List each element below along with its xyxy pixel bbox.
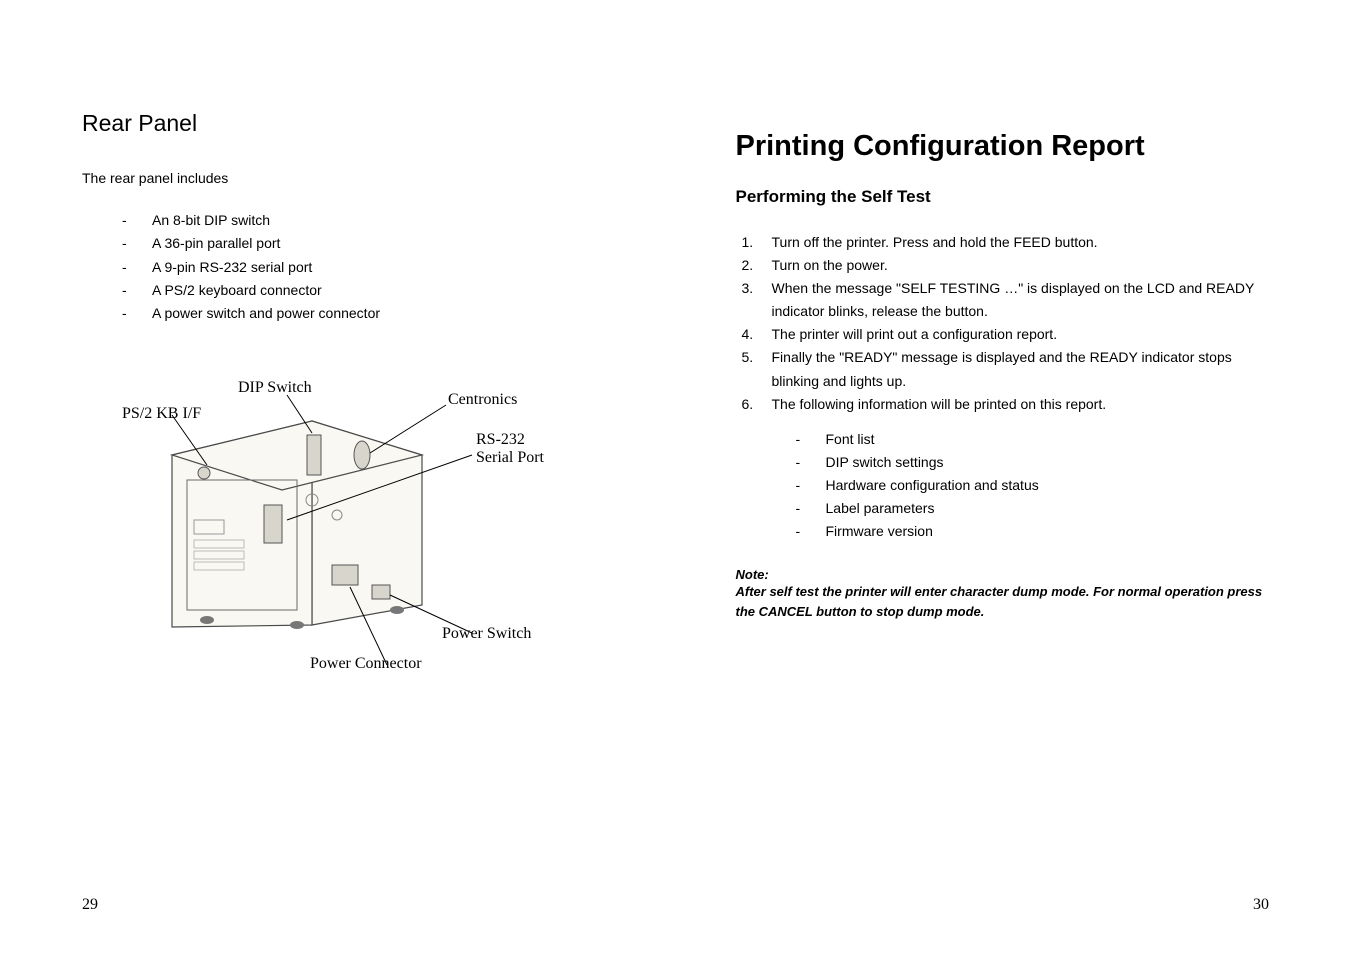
page-number-left: 29 bbox=[82, 896, 98, 914]
self-test-steps: 1.Turn off the printer. Press and hold t… bbox=[736, 231, 1270, 416]
right-page: Printing Configuration Report Performing… bbox=[676, 0, 1351, 954]
rear-panel-list: An 8-bit DIP switch A 36-pin parallel po… bbox=[82, 209, 616, 324]
list-item: Font list bbox=[826, 428, 1270, 451]
diagram-label-dip: DIP Switch bbox=[238, 379, 312, 397]
diagram-label-pswitch: Power Switch bbox=[442, 625, 531, 643]
list-item: 4.The printer will print out a configura… bbox=[772, 323, 1270, 346]
diagram-label-centronics: Centronics bbox=[448, 391, 517, 409]
left-page: Rear Panel The rear panel includes An 8-… bbox=[0, 0, 676, 954]
list-item: 5.Finally the "READY" message is display… bbox=[772, 346, 1270, 392]
step-text: The following information will be printe… bbox=[772, 396, 1107, 412]
note-heading: Note: bbox=[736, 567, 1270, 582]
rear-panel-diagram: PS/2 KB I/F DIP Switch Centronics RS-232… bbox=[112, 365, 572, 685]
list-item: 3.When the message "SELF TESTING …" is d… bbox=[772, 277, 1270, 323]
list-item: Firmware version bbox=[826, 520, 1270, 543]
diagram-label-rs232-2: Serial Port bbox=[476, 449, 544, 467]
report-info-list: Font list DIP switch settings Hardware c… bbox=[736, 428, 1270, 543]
step-text: Turn on the power. bbox=[772, 257, 888, 273]
list-item: 6.The following information will be prin… bbox=[772, 393, 1270, 416]
step-text: Turn off the printer. Press and hold the… bbox=[772, 234, 1098, 250]
list-item: An 8-bit DIP switch bbox=[152, 209, 616, 232]
note-body: After self test the printer will enter c… bbox=[736, 582, 1270, 621]
config-report-heading: Printing Configuration Report bbox=[736, 130, 1270, 163]
step-text: When the message "SELF TESTING …" is dis… bbox=[772, 280, 1255, 319]
list-item: 2.Turn on the power. bbox=[772, 254, 1270, 277]
list-item: A 36-pin parallel port bbox=[152, 232, 616, 255]
list-item: A power switch and power connector bbox=[152, 302, 616, 325]
step-text: Finally the "READY" message is displayed… bbox=[772, 349, 1232, 388]
list-item: Label parameters bbox=[826, 497, 1270, 520]
list-item: A 9-pin RS-232 serial port bbox=[152, 256, 616, 279]
step-text: The printer will print out a configurati… bbox=[772, 326, 1058, 342]
rear-panel-heading: Rear Panel bbox=[82, 110, 616, 137]
list-item: A PS/2 keyboard connector bbox=[152, 279, 616, 302]
self-test-subheading: Performing the Self Test bbox=[736, 187, 1270, 207]
rear-panel-intro: The rear panel includes bbox=[82, 167, 616, 189]
list-item: Hardware configuration and status bbox=[826, 474, 1270, 497]
page-number-right: 30 bbox=[1253, 896, 1269, 914]
diagram-label-pconn: Power Connector bbox=[310, 655, 422, 673]
diagram-label-rs232-1: RS-232 bbox=[476, 431, 525, 449]
list-item: 1.Turn off the printer. Press and hold t… bbox=[772, 231, 1270, 254]
list-item: DIP switch settings bbox=[826, 451, 1270, 474]
diagram-label-ps2: PS/2 KB I/F bbox=[122, 405, 201, 423]
